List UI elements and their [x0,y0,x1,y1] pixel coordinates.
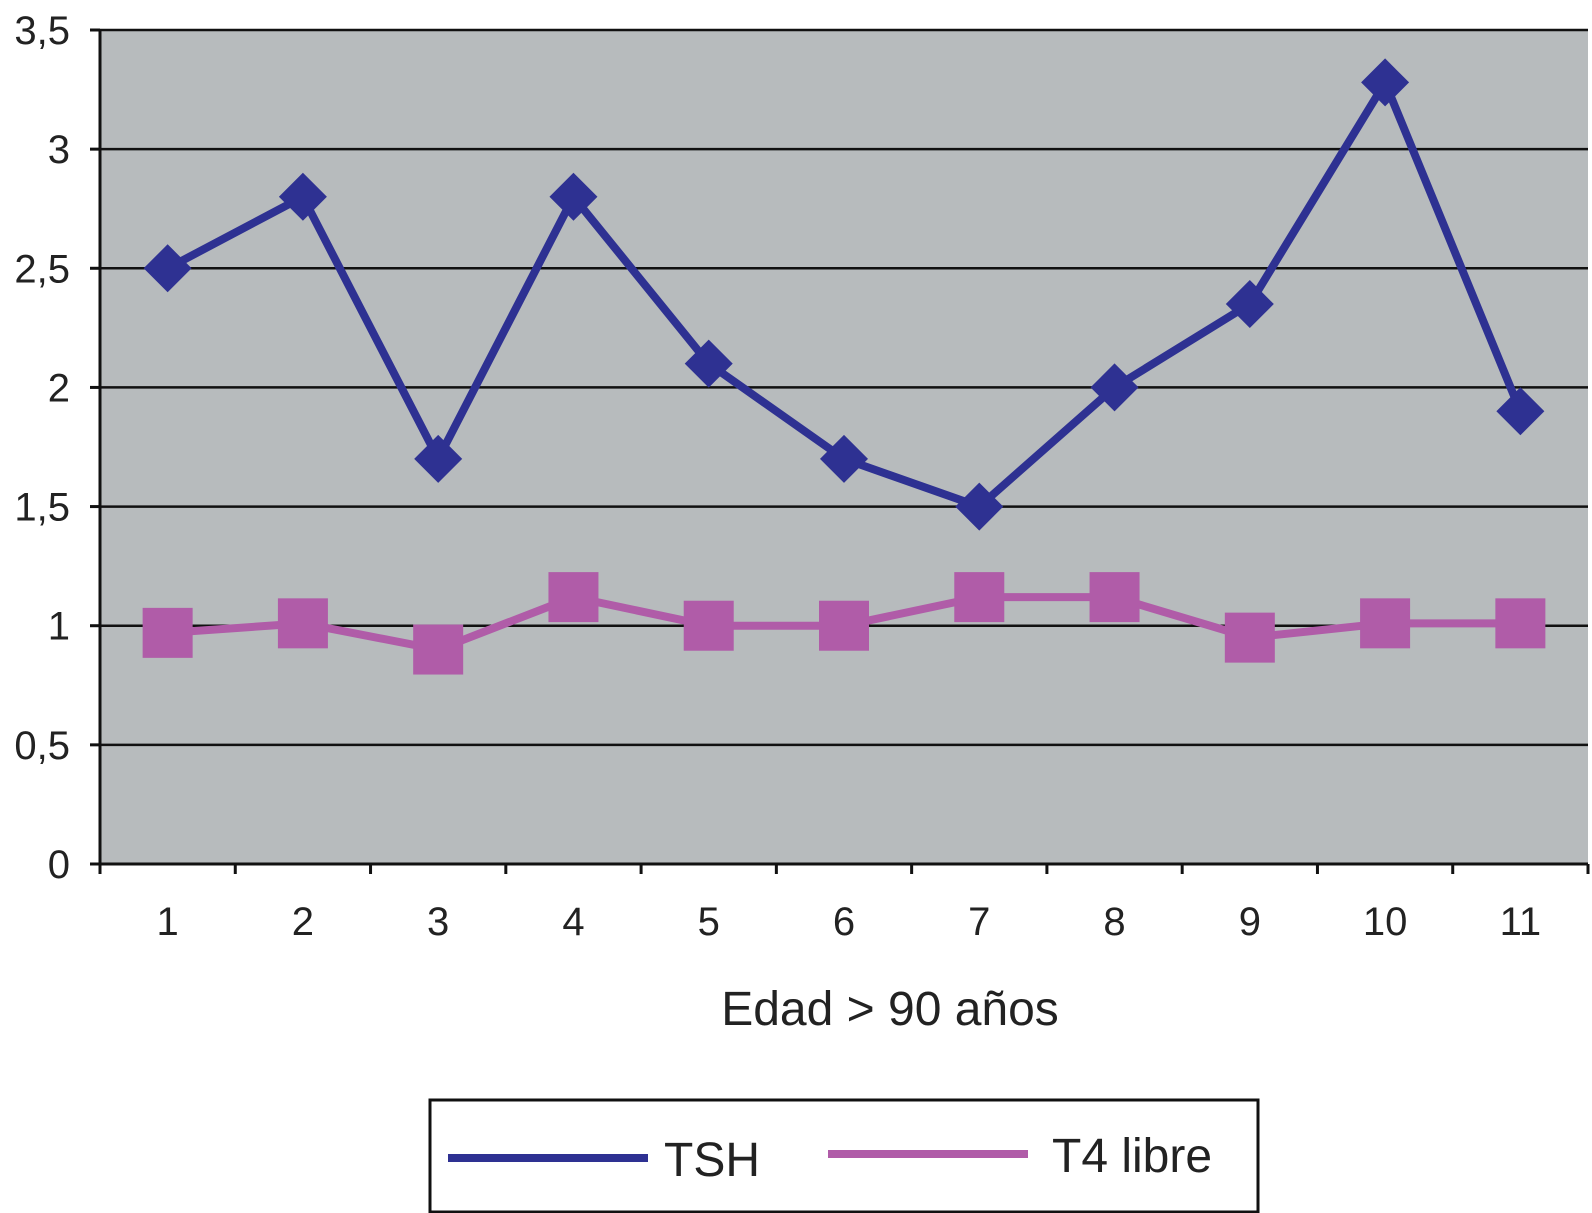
legend: TSH T4 libre [428,1098,1260,1213]
y-tick-label: 1 [48,605,70,649]
data-point-t4-libre [683,600,734,651]
x-tick-label: 5 [698,900,720,944]
data-point-tsh [1496,387,1545,436]
y-tick-label: 3,5 [14,9,70,53]
y-tick-label: 0 [48,843,70,887]
data-point-t4-libre [142,607,193,658]
x-tick-label: 7 [968,900,990,944]
y-tick-label: 0,5 [14,724,70,768]
x-tick-label: 9 [1239,900,1261,944]
data-point-tsh [143,244,192,293]
y-axis-ticks: 0 0,5 1 1,5 2 2,5 3 3,5 [14,9,100,887]
legend-label-tsh: TSH [664,1134,760,1187]
x-tick-label: 8 [1103,900,1125,944]
x-tick-label: 6 [833,900,855,944]
data-point-t4-libre [1495,598,1546,649]
x-axis-ticks: 1 2 3 4 5 6 7 8 9 10 11 [98,864,1590,944]
y-tick-label: 3 [48,128,70,172]
data-point-tsh [820,434,868,483]
series-t4-libre [142,572,1546,675]
legend-label-t4-libre: T4 libre [1052,1130,1212,1183]
data-point-t4-libre [548,572,599,623]
data-point-tsh [1361,58,1410,107]
data-point-t4-libre [277,598,328,649]
data-point-t4-libre [819,600,869,651]
series-tsh [143,58,1545,531]
x-tick-label: 1 [157,900,179,944]
x-tick-label: 2 [292,900,314,944]
x-tick-label: 10 [1363,900,1408,944]
x-tick-label: 4 [562,900,584,944]
data-point-tsh [278,172,327,221]
series-layer [142,58,1546,675]
y-tick-label: 2,5 [14,247,70,291]
y-tick-label: 2 [48,366,70,410]
data-point-tsh [1225,280,1274,329]
data-point-tsh [1090,363,1139,412]
data-point-t4-libre [954,572,1005,623]
y-tick-label: 1,5 [14,486,70,530]
x-axis-title: Edad > 90 años [721,983,1059,1036]
x-tick-label: 3 [427,900,449,944]
data-point-t4-libre [413,624,464,675]
data-point-t4-libre [1224,612,1275,663]
x-tick-label: 11 [1500,900,1542,944]
data-point-t4-libre [1360,598,1411,649]
data-point-tsh [549,172,598,221]
data-point-tsh [414,434,463,483]
data-point-tsh [955,482,1004,531]
data-point-t4-libre [1089,572,1140,623]
data-point-tsh [684,339,733,388]
